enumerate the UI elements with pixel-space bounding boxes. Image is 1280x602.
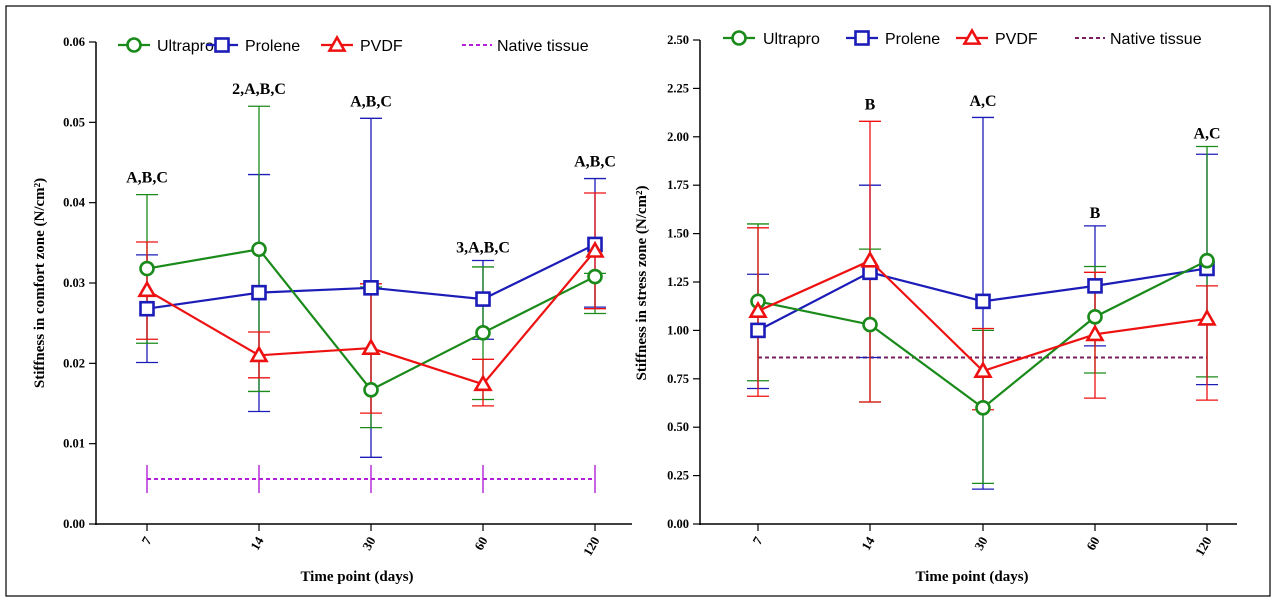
ultrapro-point — [139, 260, 155, 277]
legend-label: Native tissue — [1110, 31, 1202, 48]
legend-swatch-marker — [854, 30, 870, 46]
figure-frame — [5, 5, 1271, 597]
y-tick-label: 0.05 — [63, 115, 85, 129]
legend-label: Ultrapro — [157, 38, 214, 55]
y-tick-label: 0.01 — [63, 437, 85, 451]
legend-swatch-marker — [214, 37, 230, 53]
pvdf-point — [473, 374, 493, 392]
y-tick-label: 0.04 — [63, 196, 86, 210]
legend-item: PVDF — [956, 27, 1038, 48]
legend-item: Ultrapro — [118, 37, 214, 55]
pvdf-point — [860, 250, 880, 268]
y-tick-label: 0.02 — [63, 356, 85, 370]
y-tick-label: 0.06 — [63, 35, 85, 49]
y-tick-label: 1.00 — [667, 323, 689, 337]
prolene-point — [1087, 278, 1103, 294]
legend-item: Ultrapro — [723, 30, 820, 48]
x-tick-label: 60 — [471, 534, 490, 553]
pvdf-point — [137, 280, 157, 298]
significance-label: B — [865, 97, 876, 114]
pvdf-point — [585, 240, 605, 258]
significance-label: A,B,C — [126, 170, 168, 187]
x-tick-label: 7 — [138, 534, 154, 548]
prolene-point — [139, 300, 155, 317]
x-tick-label: 14 — [858, 534, 878, 553]
legend-item: Native tissue — [1075, 31, 1202, 48]
y-axis-title: Stiffness in stress zone (N/cm²) — [634, 185, 650, 380]
y-tick-label: 2.00 — [667, 130, 689, 144]
pvdf-point — [1197, 308, 1217, 326]
y-tick-label: 0.75 — [667, 372, 689, 386]
pvdf-point — [249, 345, 269, 363]
prolene-point — [750, 322, 766, 339]
prolene-point — [363, 280, 379, 296]
ultrapro-point — [1087, 309, 1103, 325]
x-axis-title: Time point (days) — [300, 569, 413, 585]
y-tick-label: 0.50 — [667, 420, 689, 434]
ultrapro-point — [862, 316, 878, 333]
prolene-point — [975, 293, 991, 310]
x-tick-label: 30 — [971, 534, 990, 553]
ultrapro-point — [975, 400, 991, 416]
legend-label: Native tissue — [497, 38, 589, 55]
significance-label: 2,A,B,C — [232, 81, 286, 98]
y-tick-label: 0.00 — [667, 517, 689, 531]
significance-label: B — [1090, 205, 1101, 222]
legend-item: Native tissue — [462, 38, 589, 55]
x-tick-label: 120 — [1192, 534, 1215, 558]
y-tick-label: 2.25 — [667, 81, 689, 95]
significance-label: A,C — [1193, 126, 1220, 143]
legend-label: Prolene — [245, 38, 300, 55]
legend: Ultrapro Prolene PVDF Native tissue — [118, 34, 589, 55]
stress-zone-chart: 0.00 0.25 0.50 0.75 1.00 1.25 1.50 1.75 2.00 2.25… — [634, 27, 1237, 585]
x-tick-label: 60 — [1083, 534, 1102, 553]
prolene-point — [251, 284, 267, 301]
y-tick-label: 0.00 — [63, 517, 85, 531]
ultrapro-point — [475, 325, 491, 341]
y-tick-label: 1.25 — [667, 275, 689, 289]
prolene-point — [862, 264, 878, 281]
ultrapro-point — [587, 268, 603, 285]
y-tick-label: 0.25 — [667, 469, 689, 483]
legend-label: PVDF — [995, 31, 1038, 48]
legend-label: PVDF — [360, 38, 403, 55]
x-axis-title: Time point (days) — [915, 569, 1028, 585]
x-tick-label: 7 — [749, 534, 765, 548]
y-tick-label: 0.03 — [63, 276, 85, 290]
legend-swatch-marker — [962, 27, 982, 45]
legend-swatch-marker — [126, 37, 142, 53]
y-tick-label: 1.50 — [667, 227, 689, 241]
ultrapro-point — [251, 241, 267, 258]
ultrapro-point — [1199, 252, 1215, 269]
y-tick-label: 1.75 — [667, 178, 689, 192]
x-tick-label: 14 — [247, 534, 267, 553]
legend-swatch-marker — [731, 30, 747, 46]
prolene-point — [475, 291, 491, 307]
legend-item: Prolene — [206, 37, 300, 55]
y-axis-title: Stiffness in comfort zone (N/cm²) — [32, 178, 48, 388]
legend: Ultrapro Prolene PVDF Native tissue — [723, 27, 1202, 48]
ultrapro-point — [363, 382, 379, 398]
pvdf-point — [1085, 324, 1105, 342]
pvdf-point — [748, 300, 768, 318]
legend-item: Prolene — [846, 30, 940, 48]
x-tick-label: 120 — [580, 534, 603, 558]
legend-label: Prolene — [885, 31, 940, 48]
legend-label: Ultrapro — [763, 31, 820, 48]
comfort-zone-chart: 0.00 0.01 0.02 0.03 0.04 0.05 0.06 7 14 30 60 120 St… — [32, 34, 632, 585]
significance-label: 3,A,B,C — [456, 239, 510, 256]
significance-label: A,C — [969, 93, 996, 110]
significance-label: A,B,C — [350, 93, 392, 110]
pvdf-point — [973, 360, 993, 378]
significance-label: A,B,C — [574, 154, 616, 171]
legend-swatch-marker — [327, 34, 347, 52]
legend-item: PVDF — [321, 34, 403, 55]
pvdf-point — [361, 337, 381, 355]
x-tick-label: 30 — [359, 534, 378, 553]
y-tick-label: 2.50 — [667, 33, 689, 47]
